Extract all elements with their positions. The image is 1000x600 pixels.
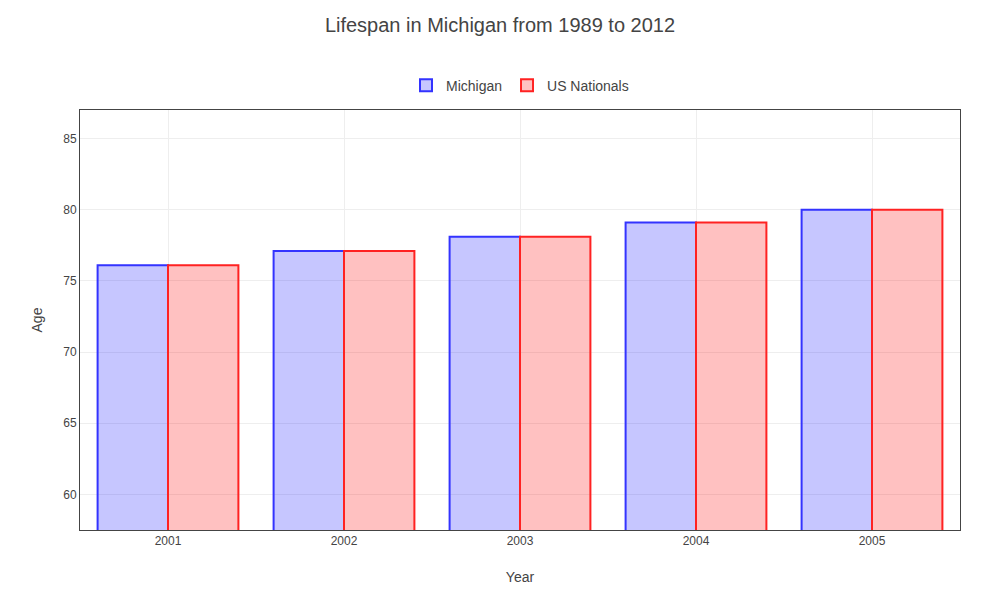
svg-text:75: 75 bbox=[63, 274, 77, 288]
svg-text:80: 80 bbox=[63, 203, 77, 217]
svg-text:85: 85 bbox=[63, 132, 77, 146]
svg-text:US Nationals: US Nationals bbox=[547, 78, 629, 94]
svg-text:2001: 2001 bbox=[155, 534, 182, 548]
svg-text:2004: 2004 bbox=[683, 534, 710, 548]
svg-text:65: 65 bbox=[63, 416, 77, 430]
svg-text:2002: 2002 bbox=[331, 534, 358, 548]
svg-text:Age: Age bbox=[29, 307, 45, 332]
svg-text:Lifespan in Michigan from 1989: Lifespan in Michigan from 1989 to 2012 bbox=[325, 14, 675, 36]
svg-text:Michigan: Michigan bbox=[446, 78, 502, 94]
svg-text:60: 60 bbox=[63, 488, 77, 502]
svg-text:70: 70 bbox=[63, 345, 77, 359]
svg-text:2003: 2003 bbox=[507, 534, 534, 548]
svg-text:2005: 2005 bbox=[859, 534, 886, 548]
svg-text:Year: Year bbox=[506, 569, 535, 585]
